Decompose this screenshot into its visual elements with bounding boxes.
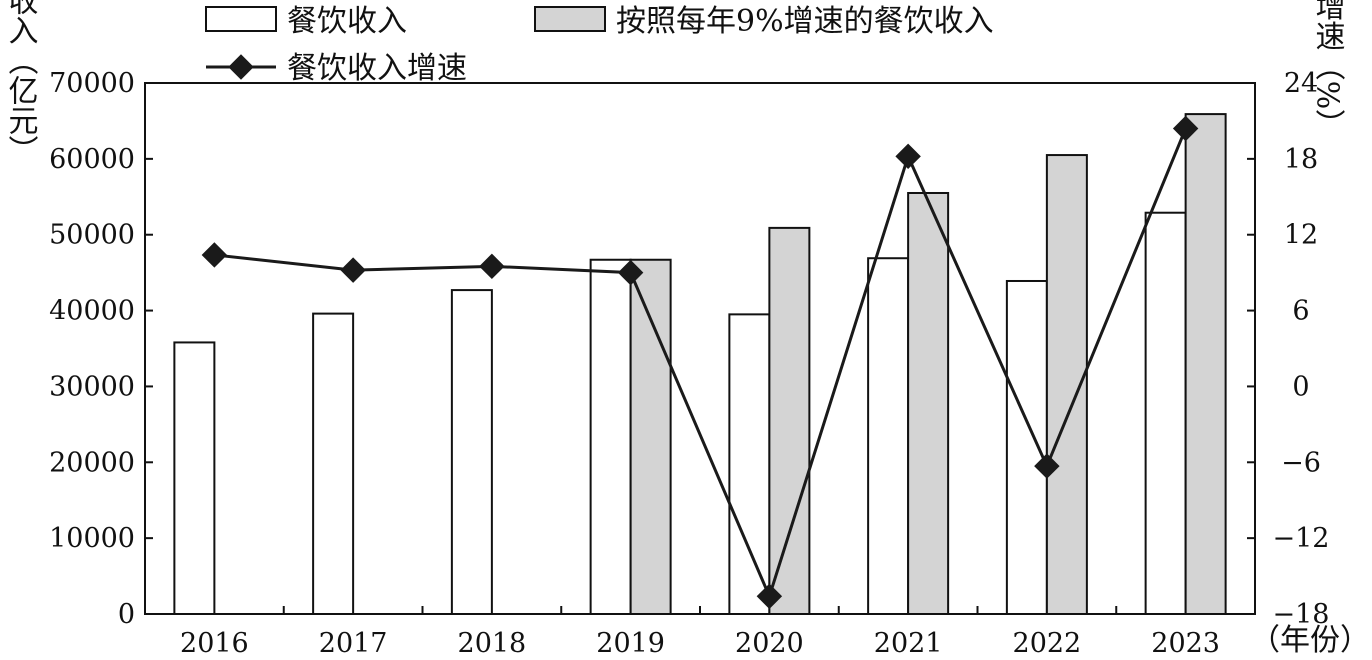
x-tick-label: 2021	[874, 628, 943, 659]
y2-tick-label: 24	[1284, 68, 1318, 99]
bar-catering-revenue-2020	[728, 313, 771, 615]
y-tick-label: 40000	[49, 296, 135, 327]
bar-projected-revenue-2020	[768, 226, 811, 615]
y2-tick-label: −6	[1281, 447, 1321, 478]
growth-rate-point-2019	[617, 259, 644, 286]
x-tick-label: 2023	[1151, 628, 1220, 659]
x-tick-label: 2019	[596, 628, 665, 659]
plot-frame	[144, 82, 1256, 615]
y-tick-label: 50000	[49, 220, 135, 251]
x-tick-label: 2016	[180, 628, 249, 659]
y-tick-label: 10000	[49, 523, 135, 554]
x-tick-label: 2020	[735, 628, 804, 659]
y2-tick-label: −12	[1273, 523, 1330, 554]
y2-axis-title: 增速（%）	[1310, 0, 1346, 139]
y2-tick-label: −18	[1273, 599, 1330, 630]
bar-catering-revenue-2023	[1144, 211, 1187, 615]
x-tick-label: 2017	[319, 628, 388, 659]
legend-swatch-catering-revenue	[205, 6, 277, 32]
growth-rate-point-2018	[479, 253, 505, 280]
legend-swatch-growth-marker	[228, 54, 254, 80]
plot-area: 0 10000 20000 30000 40000 50000 60000 70000 −18 −…	[49, 68, 1329, 659]
bar-catering-revenue-2017	[312, 312, 355, 615]
y2-tick-label: 0	[1292, 371, 1309, 402]
growth-rate-point-2017	[340, 257, 366, 283]
bar-projected-revenue-2021	[907, 191, 950, 615]
legend-label-growth-rate: 餐饮收入增速	[287, 51, 467, 86]
growth-rate-point-2020	[756, 583, 783, 610]
x-tick-label: 2018	[458, 628, 527, 659]
y-tick-label: 60000	[49, 144, 135, 175]
growth-rate-line	[214, 127, 1188, 601]
y2-tick-label: 12	[1284, 220, 1318, 251]
bar-catering-revenue-2021	[867, 257, 910, 615]
x-tick-label: 2022	[1013, 628, 1082, 659]
legend-label-catering-revenue: 餐饮收入	[287, 4, 407, 39]
y-tick-label: 70000	[49, 68, 135, 99]
bar-catering-revenue-2016	[173, 341, 216, 615]
growth-rate-point-2016	[201, 242, 228, 268]
growth-rate-point-2021	[895, 143, 921, 170]
y-tick-label: 0	[118, 599, 135, 630]
y-tick-label: 20000	[49, 447, 135, 478]
bar-projected-revenue-2023	[1184, 113, 1227, 615]
bar-projected-revenue-2019	[629, 258, 672, 615]
y2-tick-label: 6	[1292, 296, 1309, 327]
x-axis-title: （年份）	[1250, 623, 1370, 658]
y-axis-title: 收入（亿元）	[3, 0, 39, 165]
legend-swatch-projected-revenue	[534, 6, 606, 32]
bar-catering-revenue-2018	[450, 289, 493, 615]
y-tick-label: 30000	[49, 371, 135, 402]
y2-tick-label: 18	[1284, 144, 1318, 175]
legend: 餐饮收入 按照每年9%增速的餐饮收入 餐饮收入增速	[205, 4, 994, 86]
bar-catering-revenue-2019	[589, 258, 632, 615]
bar-catering-revenue-2022	[1005, 279, 1048, 615]
legend-label-projected-revenue: 按照每年9%增速的餐饮收入	[616, 4, 994, 39]
